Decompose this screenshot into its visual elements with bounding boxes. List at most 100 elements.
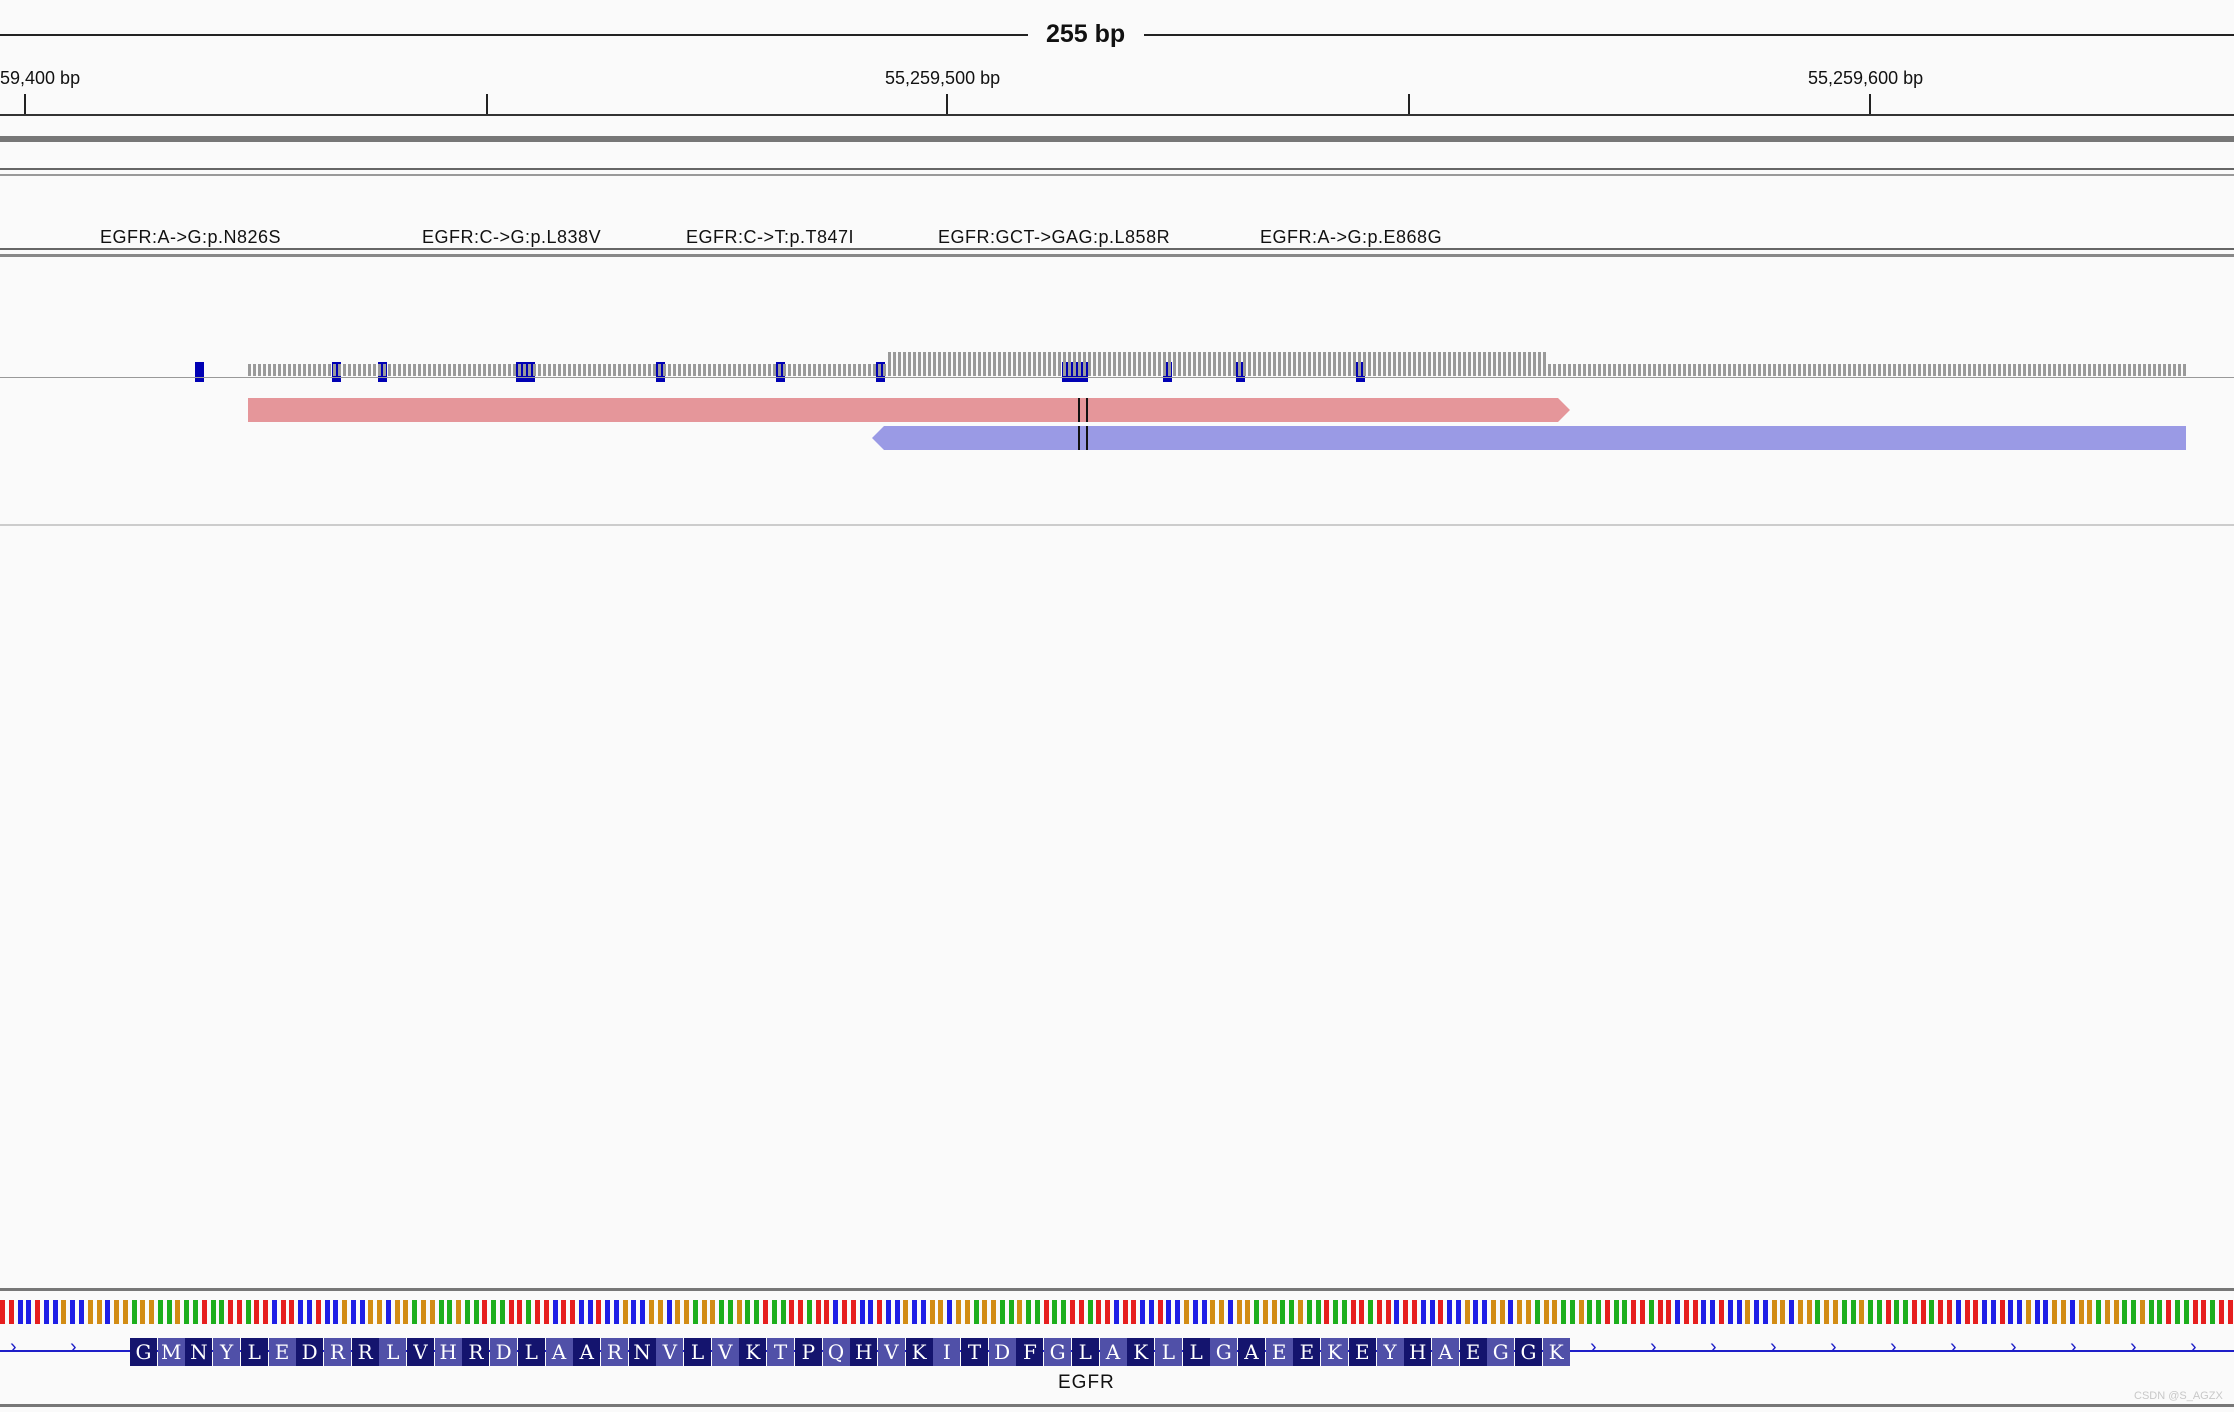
read-forward[interactable] [248, 398, 1558, 422]
coverage-bar [2173, 364, 2176, 376]
amino-acid: M [157, 1338, 185, 1366]
coverage-bar [1078, 352, 1081, 376]
strand-arrow-icon: › [2010, 1336, 2017, 1358]
coverage-bar [313, 364, 316, 376]
track-divider [0, 254, 2234, 257]
coverage-bar [1943, 364, 1946, 376]
strand-arrow-icon: › [1650, 1336, 1657, 1358]
empty-track-panel[interactable] [0, 526, 2234, 1286]
coverage-bar [1203, 352, 1206, 376]
coverage-bar [1073, 352, 1076, 376]
coverage-bar [1988, 364, 1991, 376]
reference-base [1219, 1300, 1224, 1324]
amino-acid: V [656, 1338, 684, 1366]
coverage-bar [1723, 364, 1726, 376]
amino-acid: V [407, 1338, 434, 1366]
reference-base [1341, 1300, 1347, 1324]
coverage-bar [773, 364, 776, 376]
coverage-bar [1413, 352, 1416, 376]
coverage-bar [1278, 352, 1281, 376]
coverage-bar [2063, 364, 2066, 376]
reference-base [964, 1300, 970, 1324]
coverage-bar [738, 364, 741, 376]
coverage-bar [2103, 364, 2106, 376]
coverage-bar [278, 364, 281, 376]
coverage-bar [1908, 364, 1911, 376]
reference-base [333, 1300, 339, 1324]
coverage-bar [1428, 352, 1431, 376]
reference-base [2069, 1300, 2075, 1324]
coverage-track[interactable] [0, 300, 2234, 378]
amino-acid: H [434, 1338, 462, 1366]
coverage-bar [1883, 364, 1886, 376]
reference-base [429, 1300, 435, 1324]
read-reverse[interactable] [884, 426, 2186, 450]
reference-base [306, 1300, 312, 1324]
reference-sequence-track[interactable] [0, 1300, 2234, 1324]
reference-base [587, 1300, 593, 1324]
reference-base [955, 1300, 961, 1324]
mutation-feature[interactable] [1163, 362, 1172, 382]
coverage-bar [1463, 352, 1466, 376]
coverage-bar [2108, 364, 2111, 376]
reference-base [1105, 1300, 1110, 1324]
coverage-bar [933, 352, 936, 376]
reference-base [2078, 1300, 2084, 1324]
mutation-feature[interactable] [378, 362, 387, 382]
reference-base [973, 1300, 979, 1324]
coverage-bar [593, 364, 596, 376]
coverage-bar [343, 364, 346, 376]
coverage-bar [503, 364, 506, 376]
mutation-feature[interactable] [332, 362, 341, 382]
coverage-bar [903, 352, 906, 376]
tick-mark [1869, 94, 1871, 114]
amino-acid: R [600, 1338, 628, 1366]
amino-acid: D [490, 1338, 518, 1366]
reference-base [263, 1300, 269, 1324]
reference-base [2060, 1300, 2066, 1324]
coverage-bar [608, 364, 611, 376]
coverage-bar [728, 364, 731, 376]
coverage-bar [663, 364, 666, 376]
coverage-bar [623, 364, 626, 376]
ruler-track[interactable]: 255 bp 59,400 bp 55,259,500 bp 55,259,60… [0, 0, 2234, 130]
reference-base [1052, 1300, 1058, 1324]
mutation-feature[interactable] [195, 362, 204, 382]
amino-acid: G [1210, 1338, 1238, 1366]
coverage-bar [1678, 364, 1681, 376]
coverage-bar [653, 364, 656, 376]
track-divider [0, 1288, 2234, 1291]
amino-acid: I [933, 1338, 961, 1366]
coverage-bar [1848, 364, 1851, 376]
amino-acid: L [1182, 1338, 1210, 1366]
reference-base [1596, 1300, 1602, 1324]
reference-base [1929, 1300, 1935, 1324]
reference-base [1675, 1300, 1681, 1324]
coverage-bar [1513, 352, 1516, 376]
reference-base [491, 1300, 497, 1324]
coverage-bar [1868, 364, 1871, 376]
amino-acid: R [462, 1338, 490, 1366]
coverage-bar [2113, 364, 2116, 376]
coverage-bar [323, 364, 326, 376]
coverage-bar [533, 364, 536, 376]
coverage-bar [1083, 352, 1086, 376]
coverage-bar [1608, 364, 1611, 376]
coverage-bar [2163, 364, 2166, 376]
coverage-bar [1198, 352, 1201, 376]
amino-acid: P [794, 1338, 822, 1366]
reference-base [114, 1300, 119, 1324]
coverage-bar [1828, 364, 1831, 376]
reference-base [1455, 1300, 1461, 1324]
coverage-bar [2003, 364, 2006, 376]
coverage-bar [423, 364, 426, 376]
reference-base [289, 1300, 295, 1324]
reference-base [2175, 1300, 2180, 1324]
read-reverse-arrow [872, 426, 884, 450]
coverage-bar [1648, 364, 1651, 376]
coverage-bar [828, 364, 831, 376]
reference-base [1069, 1300, 1075, 1324]
reference-base [271, 1300, 277, 1324]
coverage-bar [1693, 364, 1696, 376]
reference-base [1718, 1300, 1724, 1324]
